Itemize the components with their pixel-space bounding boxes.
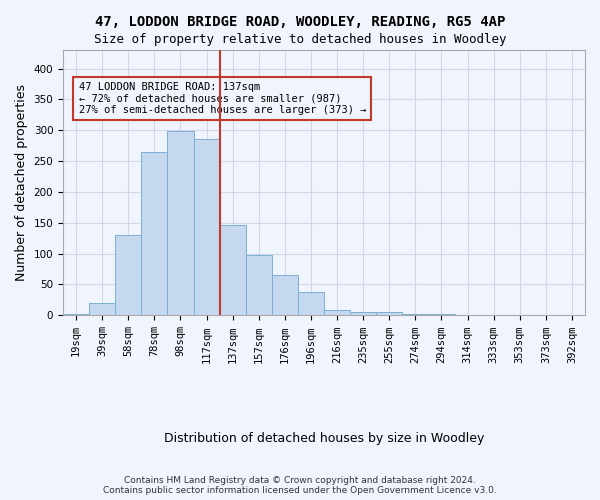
Bar [194,140,220,316]
Bar [403,314,428,316]
Bar [533,314,559,316]
Bar [115,235,142,316]
Bar [376,312,403,316]
Bar [63,314,89,316]
Bar [350,312,376,316]
Bar [324,310,350,316]
Bar [272,275,298,316]
Text: 47 LODDON BRIDGE ROAD: 137sqm
← 72% of detached houses are smaller (987)
27% of : 47 LODDON BRIDGE ROAD: 137sqm ← 72% of d… [79,82,366,115]
Bar [89,303,115,316]
Bar [167,132,194,316]
Bar [298,292,324,316]
Bar [220,224,246,316]
Text: Contains HM Land Registry data © Crown copyright and database right 2024.
Contai: Contains HM Land Registry data © Crown c… [103,476,497,495]
Bar [428,314,455,316]
X-axis label: Distribution of detached houses by size in Woodley: Distribution of detached houses by size … [164,432,484,445]
Bar [246,255,272,316]
Y-axis label: Number of detached properties: Number of detached properties [15,84,28,281]
Bar [455,314,481,316]
Bar [142,152,167,316]
Text: Size of property relative to detached houses in Woodley: Size of property relative to detached ho… [94,32,506,46]
Text: 47, LODDON BRIDGE ROAD, WOODLEY, READING, RG5 4AP: 47, LODDON BRIDGE ROAD, WOODLEY, READING… [95,15,505,29]
